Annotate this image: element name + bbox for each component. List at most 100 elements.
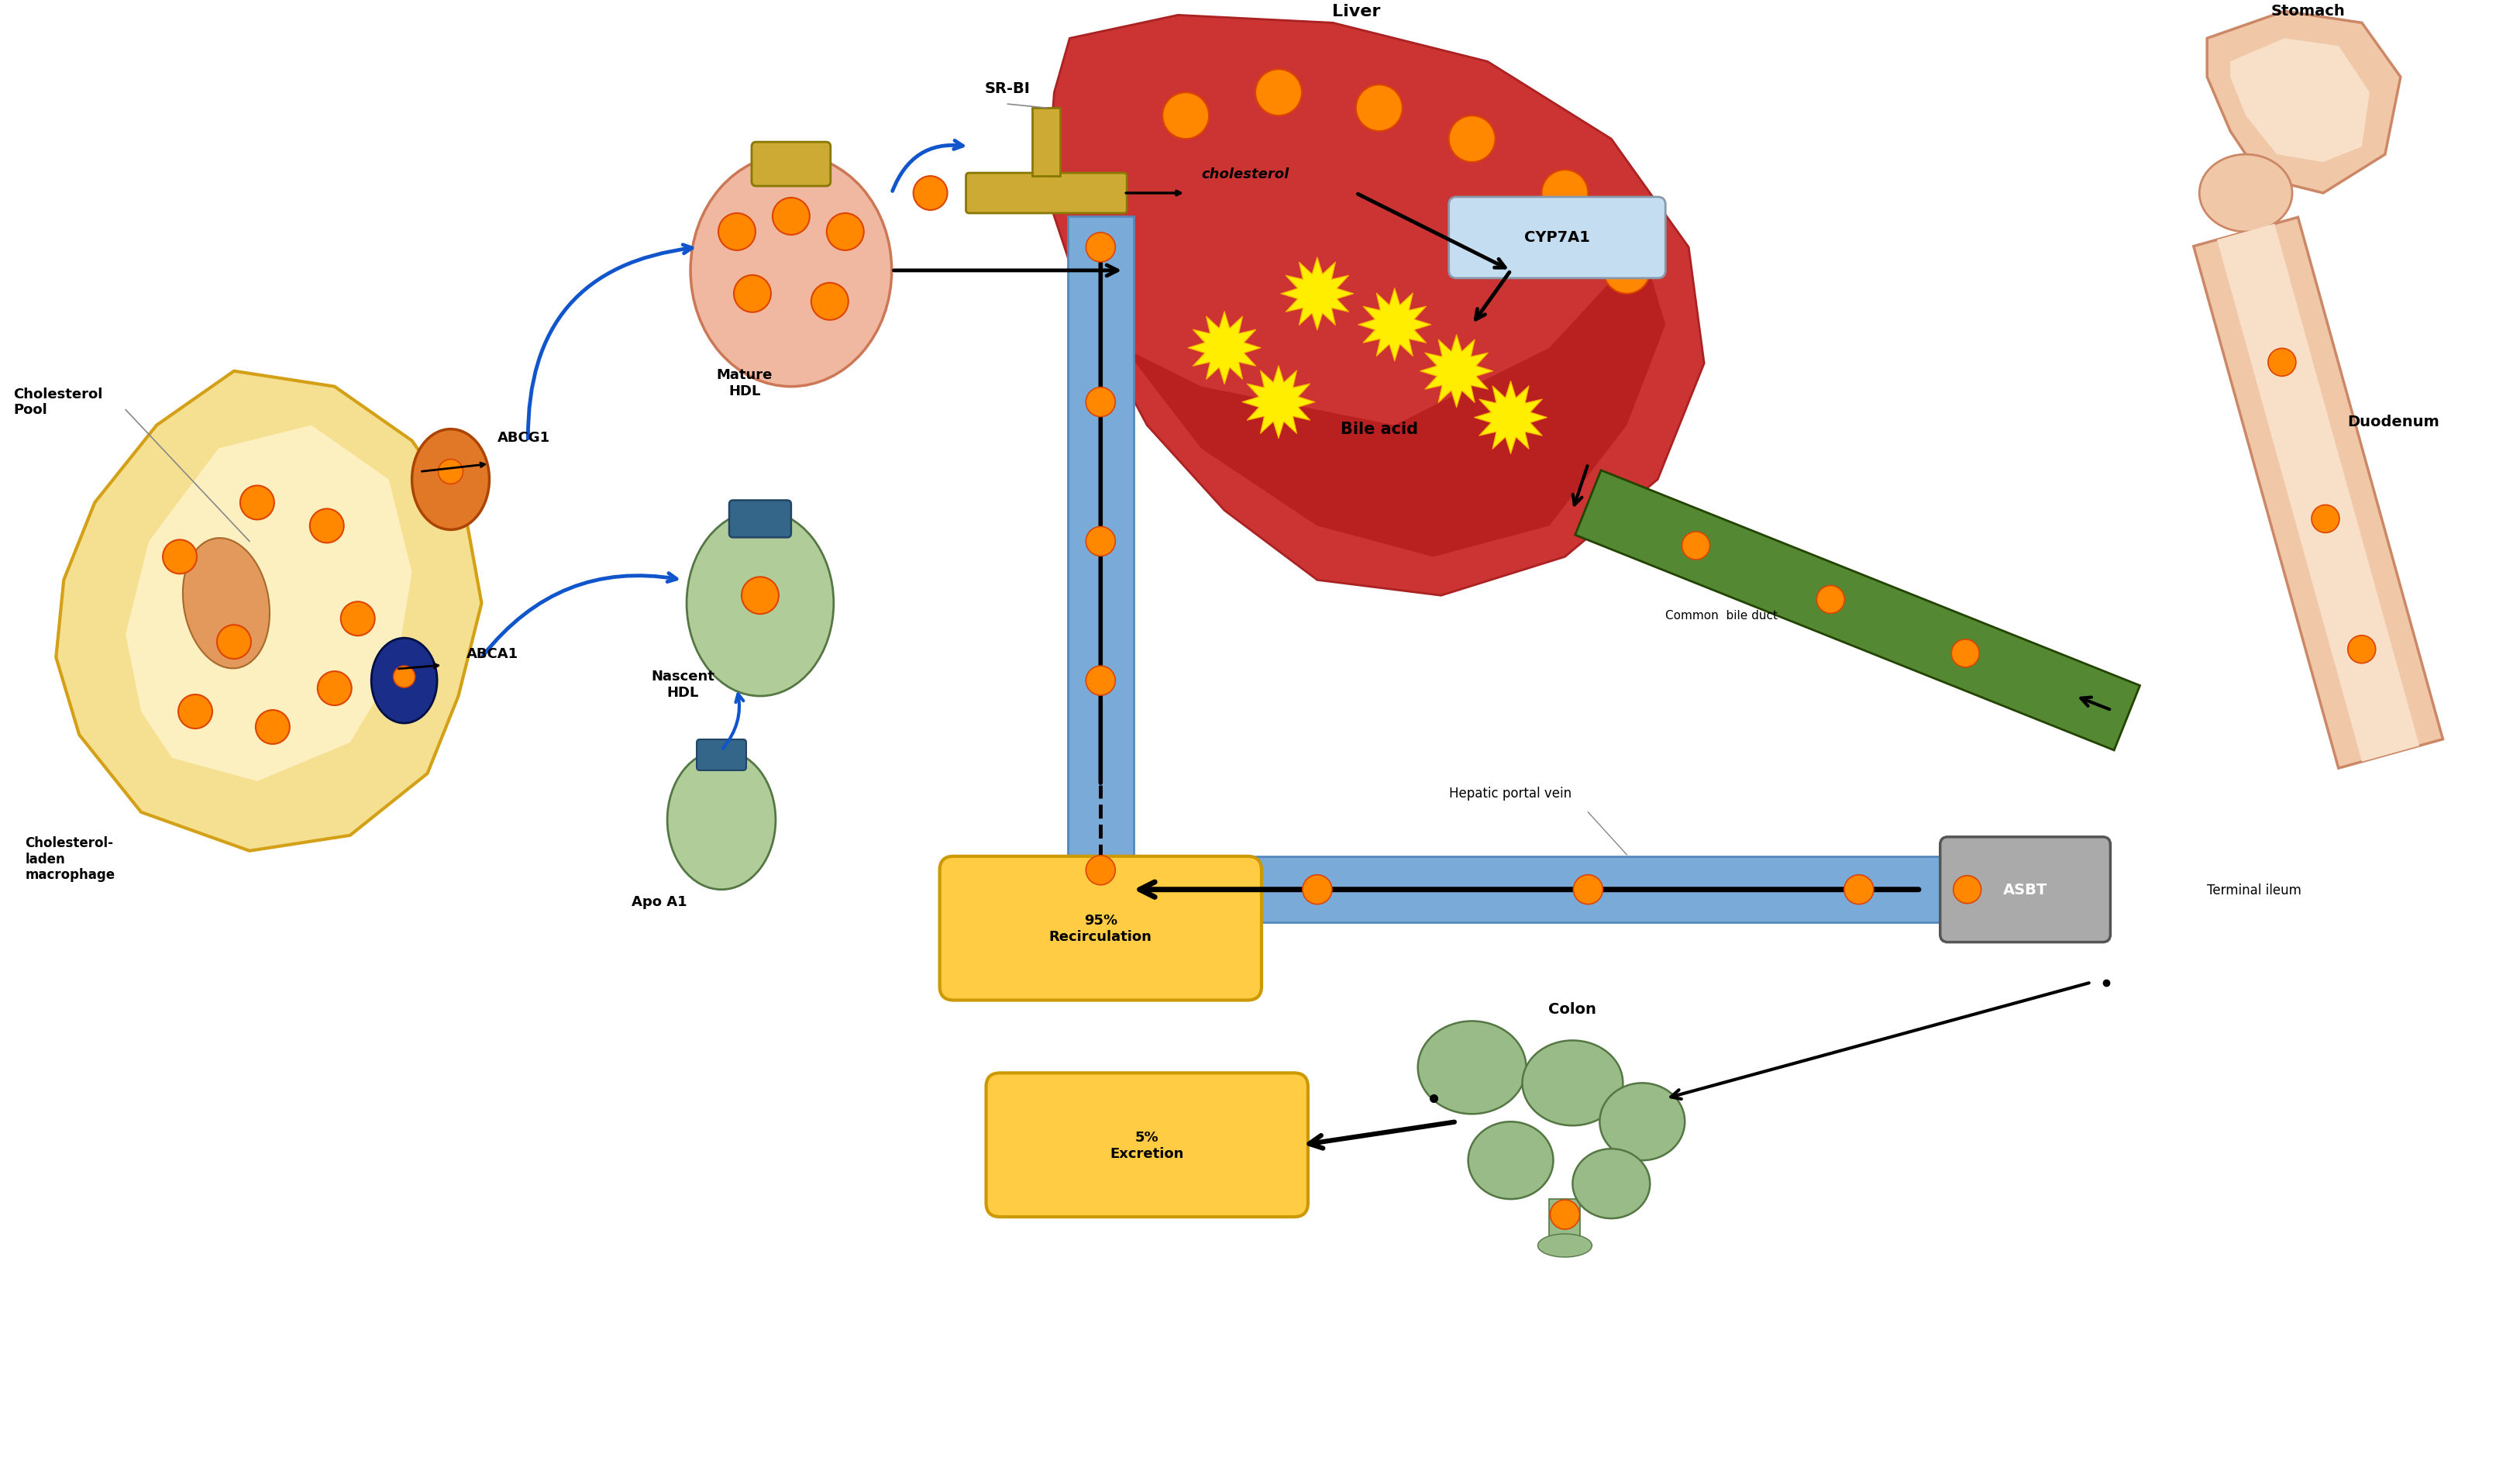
Circle shape — [1086, 527, 1116, 556]
Circle shape — [1817, 585, 1845, 613]
Polygon shape — [1046, 16, 1704, 596]
Polygon shape — [126, 425, 411, 781]
FancyBboxPatch shape — [1449, 197, 1666, 279]
Ellipse shape — [1572, 1149, 1651, 1218]
Text: ABCA1: ABCA1 — [466, 647, 519, 660]
FancyBboxPatch shape — [751, 143, 832, 187]
Text: SR-BI: SR-BI — [985, 81, 1031, 96]
Ellipse shape — [668, 750, 776, 890]
Ellipse shape — [1537, 1234, 1593, 1258]
Text: Liver: Liver — [1331, 4, 1381, 19]
Polygon shape — [1575, 471, 2139, 750]
Ellipse shape — [370, 638, 436, 724]
Polygon shape — [1280, 257, 1353, 331]
Text: CYP7A1: CYP7A1 — [1525, 231, 1590, 246]
Text: Bile acid: Bile acid — [1341, 421, 1419, 437]
Polygon shape — [1550, 1199, 1580, 1239]
Polygon shape — [1419, 335, 1492, 407]
Circle shape — [1681, 533, 1709, 560]
Polygon shape — [1124, 247, 1666, 558]
FancyBboxPatch shape — [965, 174, 1126, 213]
FancyBboxPatch shape — [940, 856, 1263, 1000]
Text: Terminal ileum: Terminal ileum — [2208, 883, 2301, 897]
Circle shape — [827, 213, 864, 252]
Circle shape — [1162, 93, 1210, 140]
Polygon shape — [1068, 216, 1134, 902]
Circle shape — [2268, 349, 2296, 377]
Text: 95%
Recirculation: 95% Recirculation — [1048, 913, 1152, 943]
Circle shape — [255, 710, 290, 744]
Text: Duodenum: Duodenum — [2346, 415, 2439, 430]
Circle shape — [340, 602, 375, 635]
Polygon shape — [1242, 366, 1315, 438]
Circle shape — [1086, 856, 1116, 886]
Circle shape — [733, 275, 771, 313]
Polygon shape — [1358, 288, 1431, 362]
Circle shape — [217, 625, 252, 659]
Circle shape — [912, 177, 948, 210]
Text: ABCG1: ABCG1 — [496, 431, 549, 444]
Polygon shape — [1068, 858, 2076, 922]
Circle shape — [1953, 875, 1981, 903]
Circle shape — [1086, 388, 1116, 418]
Circle shape — [393, 666, 416, 688]
Circle shape — [718, 213, 756, 252]
Circle shape — [741, 577, 779, 615]
FancyBboxPatch shape — [1940, 837, 2109, 943]
Polygon shape — [1474, 381, 1547, 455]
Circle shape — [774, 199, 809, 235]
Text: Cholesterol-
laden
macrophage: Cholesterol- laden macrophage — [25, 836, 116, 881]
Polygon shape — [2218, 225, 2419, 762]
Circle shape — [811, 284, 849, 321]
Text: Common  bile duct: Common bile duct — [1666, 610, 1777, 621]
FancyBboxPatch shape — [985, 1074, 1308, 1217]
Polygon shape — [1187, 312, 1260, 385]
Circle shape — [1449, 116, 1494, 163]
Ellipse shape — [1469, 1122, 1552, 1199]
Polygon shape — [1033, 109, 1061, 177]
FancyBboxPatch shape — [728, 500, 791, 538]
Circle shape — [1542, 171, 1588, 216]
Circle shape — [1950, 640, 1978, 668]
Polygon shape — [2208, 12, 2402, 194]
Text: Stomach: Stomach — [2271, 4, 2344, 19]
Polygon shape — [2192, 218, 2442, 768]
Circle shape — [2311, 506, 2339, 533]
Text: ASBT: ASBT — [2003, 883, 2046, 897]
Circle shape — [1550, 1200, 1580, 1230]
Ellipse shape — [1600, 1083, 1686, 1161]
Text: Colon: Colon — [1550, 1002, 1598, 1016]
Ellipse shape — [690, 154, 892, 387]
Circle shape — [438, 460, 464, 484]
Circle shape — [1845, 875, 1872, 905]
Circle shape — [1603, 247, 1651, 294]
Ellipse shape — [184, 538, 270, 669]
Circle shape — [1086, 232, 1116, 262]
Circle shape — [1572, 875, 1603, 905]
Circle shape — [2349, 635, 2376, 663]
Text: Hepatic portal vein: Hepatic portal vein — [1449, 786, 1572, 800]
Polygon shape — [2230, 38, 2369, 163]
Text: Nascent
HDL: Nascent HDL — [650, 669, 716, 700]
Ellipse shape — [1522, 1040, 1623, 1125]
Circle shape — [164, 540, 197, 574]
Circle shape — [1255, 71, 1303, 116]
Circle shape — [310, 509, 343, 543]
Circle shape — [239, 485, 275, 521]
FancyBboxPatch shape — [696, 740, 746, 771]
Ellipse shape — [1419, 1021, 1527, 1114]
Circle shape — [1303, 875, 1333, 905]
Text: Apo A1: Apo A1 — [633, 894, 688, 909]
Circle shape — [179, 694, 212, 730]
Circle shape — [1356, 85, 1401, 132]
Ellipse shape — [685, 510, 834, 696]
Polygon shape — [55, 372, 481, 852]
Circle shape — [318, 672, 353, 706]
Text: Mature
HDL: Mature HDL — [716, 368, 774, 397]
Ellipse shape — [411, 430, 489, 530]
Text: cholesterol: cholesterol — [1202, 168, 1288, 181]
Text: Cholesterol
Pool: Cholesterol Pool — [13, 387, 103, 418]
Ellipse shape — [2200, 154, 2293, 232]
Circle shape — [1086, 666, 1116, 696]
Text: 5%
Excretion: 5% Excretion — [1111, 1130, 1184, 1161]
